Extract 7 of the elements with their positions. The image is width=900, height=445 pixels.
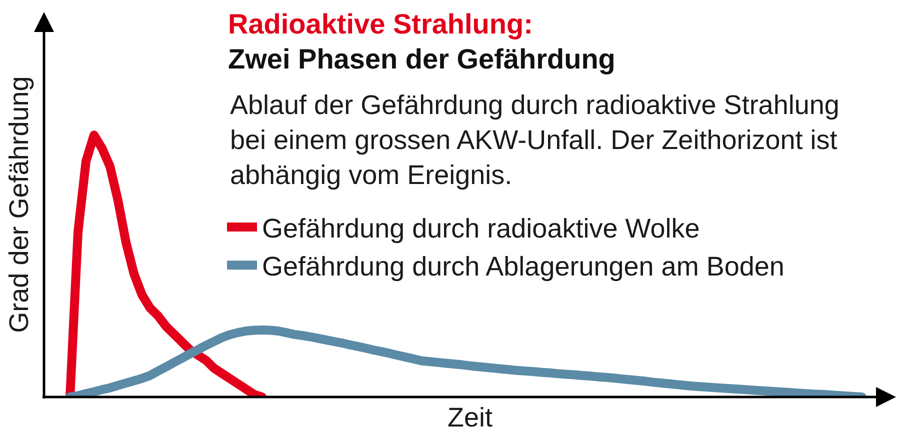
chart-subtitle: Zwei Phasen der Gefährdung (228, 44, 616, 75)
legend-label: Gefährdung durch Ablagerungen am Boden (262, 252, 784, 282)
legend-label: Gefährdung durch radioaktive Wolke (262, 214, 700, 244)
annotation: Ablauf der Gefährdung durch radioaktive Strahlung bei einem grossen AKW-Unfall. Der Zeithorizont ist abhängig vom Ereignis. (230, 90, 840, 190)
x-axis-title: Zeit (447, 402, 493, 432)
chart-title: Radioaktive Strahlung: (228, 8, 533, 40)
y-axis-title: Grad der Gefährdung (4, 76, 34, 333)
